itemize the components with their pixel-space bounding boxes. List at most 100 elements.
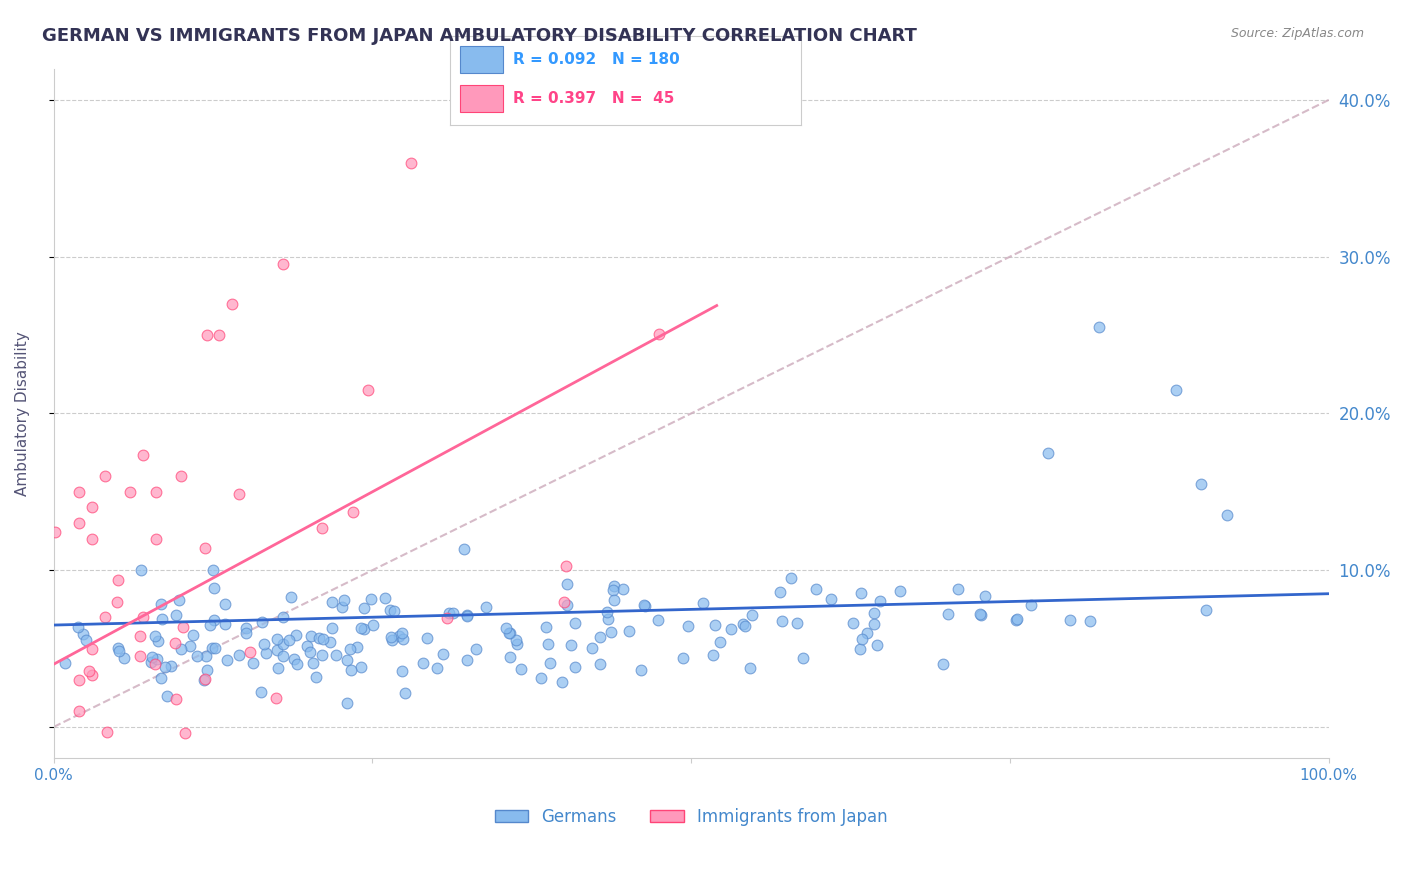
Point [596, 605, 619, 619]
Point [676, 619, 699, 633]
Point [145, 532, 167, 546]
Text: GERMAN VS IMMIGRANTS FROM JAPAN AMBULATORY DISABILITY CORRELATION CHART: GERMAN VS IMMIGRANTS FROM JAPAN AMBULATO… [42, 27, 917, 45]
Legend: Germans, Immigrants from Japan: Germans, Immigrants from Japan [488, 801, 894, 833]
Point [129, 648, 152, 663]
Point [250, 615, 273, 629]
Point [426, 661, 449, 675]
Point [202, 563, 225, 577]
Point [249, 685, 271, 699]
Point [863, 616, 886, 631]
Point [648, 326, 671, 341]
Point [228, 487, 250, 501]
Point [851, 586, 873, 600]
Point [555, 598, 578, 612]
Point [380, 603, 402, 617]
Point [77, 665, 100, 679]
Point [333, 592, 356, 607]
Point [195, 328, 218, 343]
Point [202, 581, 225, 595]
Point [141, 650, 163, 665]
FancyBboxPatch shape [461, 46, 503, 73]
Point [589, 657, 612, 672]
Point [215, 652, 238, 666]
Point [647, 613, 669, 627]
Point [1038, 445, 1060, 459]
Point [464, 641, 486, 656]
Point [499, 650, 522, 665]
Point [453, 542, 475, 557]
Point [560, 639, 582, 653]
Point [193, 541, 215, 556]
Point [596, 612, 619, 626]
Text: R = 0.092   N = 180: R = 0.092 N = 180 [513, 53, 681, 67]
Point [505, 632, 527, 647]
Point [283, 652, 305, 666]
Point [534, 620, 557, 634]
Point [252, 637, 274, 651]
Point [321, 595, 343, 609]
Point [302, 657, 325, 671]
Point [299, 629, 322, 643]
Point [741, 607, 763, 622]
Point [202, 613, 225, 627]
Point [107, 640, 129, 655]
Point [804, 582, 827, 597]
Point [267, 661, 290, 675]
Point [1005, 612, 1028, 626]
Point [311, 648, 333, 662]
Point [581, 641, 603, 656]
Point [80, 532, 103, 546]
Point [856, 625, 879, 640]
Point [391, 625, 413, 640]
Point [1189, 477, 1212, 491]
Point [392, 632, 415, 646]
Point [167, 593, 190, 607]
Point [198, 617, 221, 632]
Point [278, 633, 301, 648]
Point [474, 600, 496, 615]
Point [1195, 603, 1218, 617]
Point [738, 661, 761, 675]
Point [108, 644, 131, 658]
Point [412, 656, 434, 670]
Point [720, 623, 742, 637]
Point [150, 612, 173, 626]
Point [702, 648, 724, 663]
Point [456, 608, 478, 623]
Point [441, 606, 464, 620]
Point [129, 563, 152, 577]
Point [456, 608, 478, 623]
Point [634, 599, 657, 613]
Point [150, 671, 173, 685]
Point [80, 641, 103, 656]
Point [382, 604, 405, 618]
Point [612, 582, 634, 596]
Point [221, 296, 243, 310]
Point [498, 626, 520, 640]
Point [564, 660, 586, 674]
Point [495, 621, 517, 635]
Point [1216, 508, 1239, 523]
Point [264, 691, 287, 706]
Point [271, 637, 294, 651]
Point [869, 593, 891, 607]
Point [1059, 614, 1081, 628]
Text: Source: ZipAtlas.com: Source: ZipAtlas.com [1230, 27, 1364, 40]
Point [160, 658, 183, 673]
Point [1019, 599, 1042, 613]
Point [530, 671, 553, 685]
Point [179, 640, 201, 654]
Point [600, 625, 623, 640]
Point [165, 691, 187, 706]
Point [936, 607, 959, 622]
Point [786, 616, 808, 631]
Point [380, 630, 402, 644]
Point [169, 642, 191, 657]
Point [312, 632, 335, 646]
Point [145, 484, 167, 499]
Point [295, 640, 318, 654]
Point [284, 628, 307, 642]
Point [107, 573, 129, 587]
Point [388, 629, 411, 643]
Point [866, 639, 889, 653]
